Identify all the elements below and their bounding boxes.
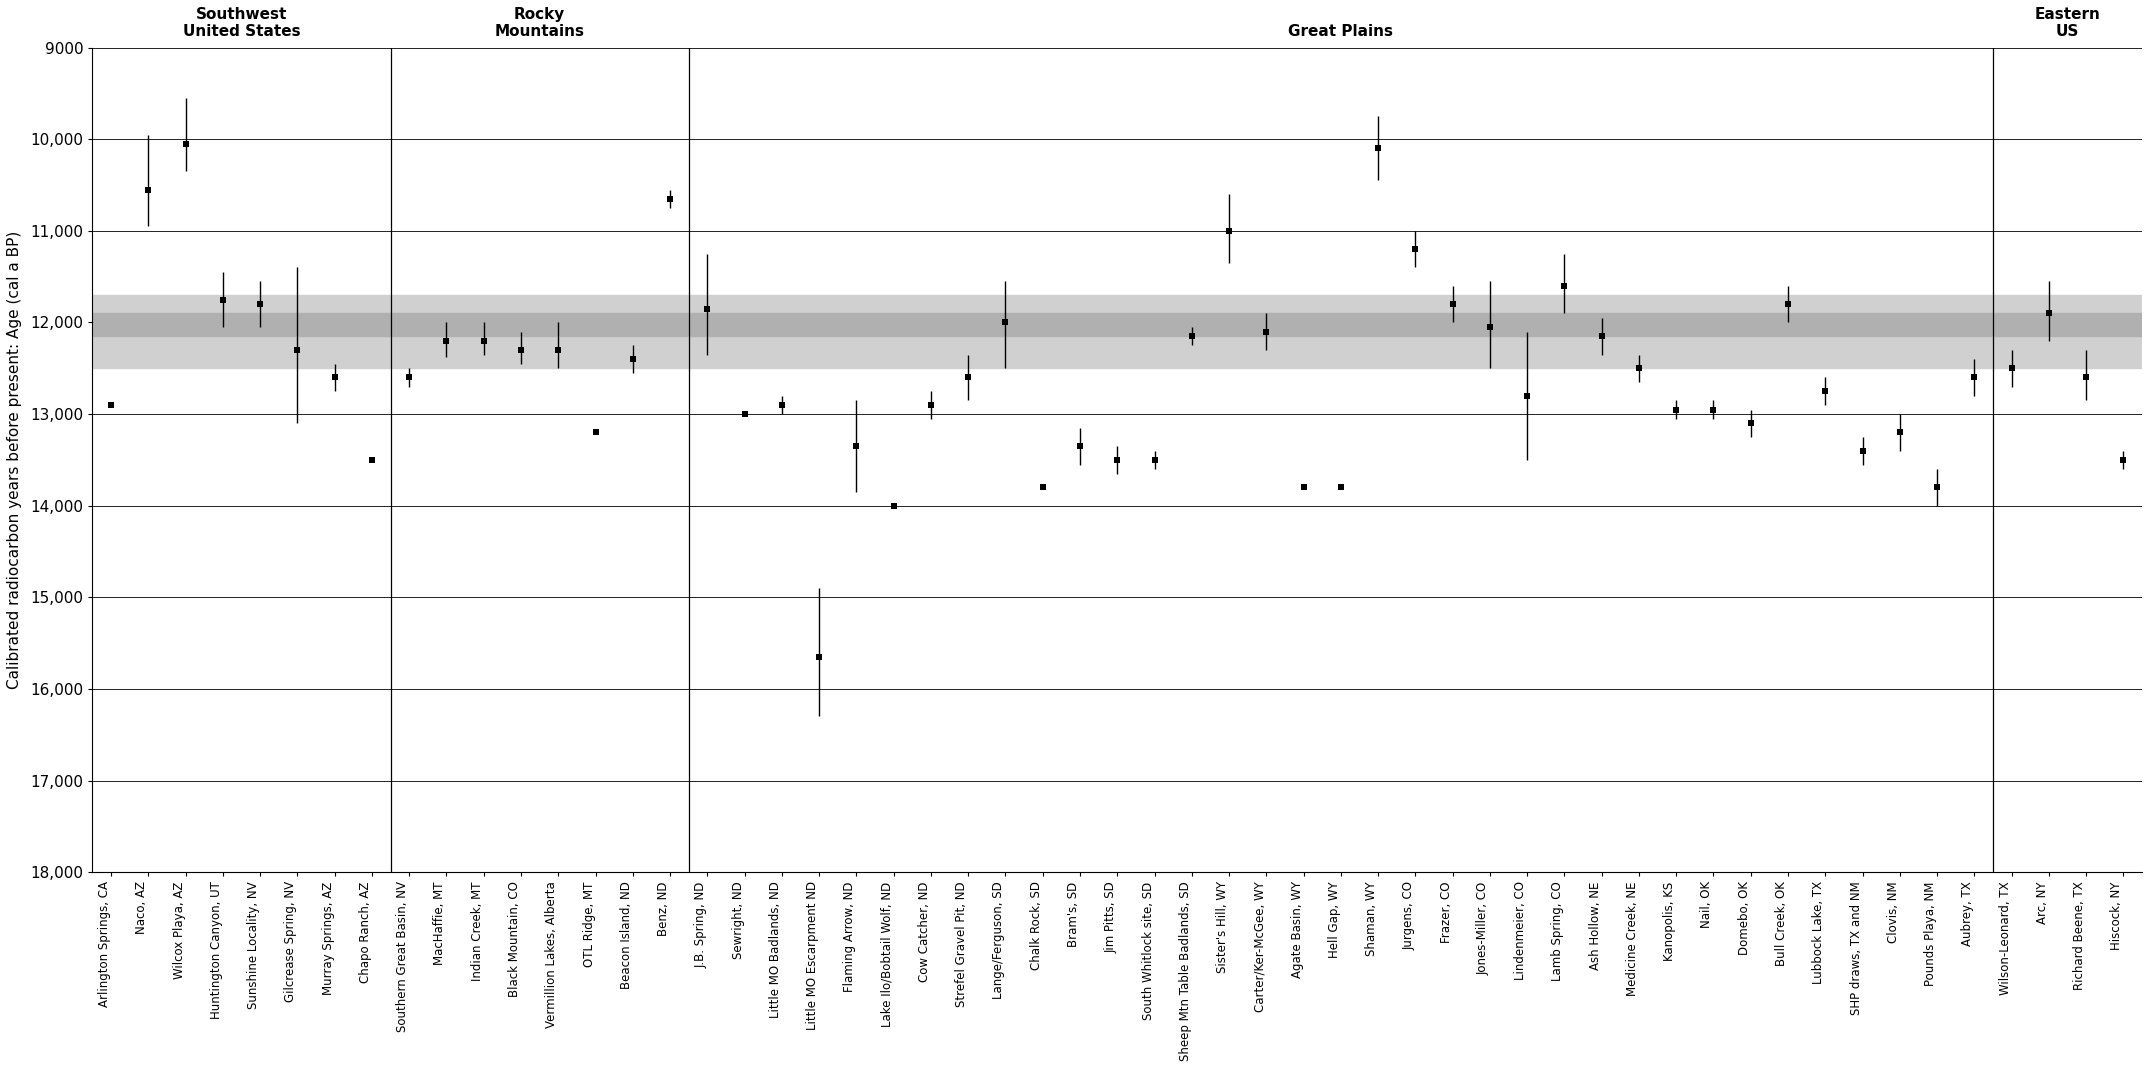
Text: Southwest
United States: Southwest United States xyxy=(183,6,301,40)
Y-axis label: Calibrated radiocarbon years before present: Age (cal a BP): Calibrated radiocarbon years before pres… xyxy=(6,231,21,689)
Text: Eastern
US: Eastern US xyxy=(2035,6,2100,40)
Text: Great Plains: Great Plains xyxy=(1289,25,1393,40)
Bar xyxy=(92,313,2143,336)
Text: Rocky
Mountains: Rocky Mountains xyxy=(494,6,585,40)
Bar xyxy=(92,295,2143,368)
